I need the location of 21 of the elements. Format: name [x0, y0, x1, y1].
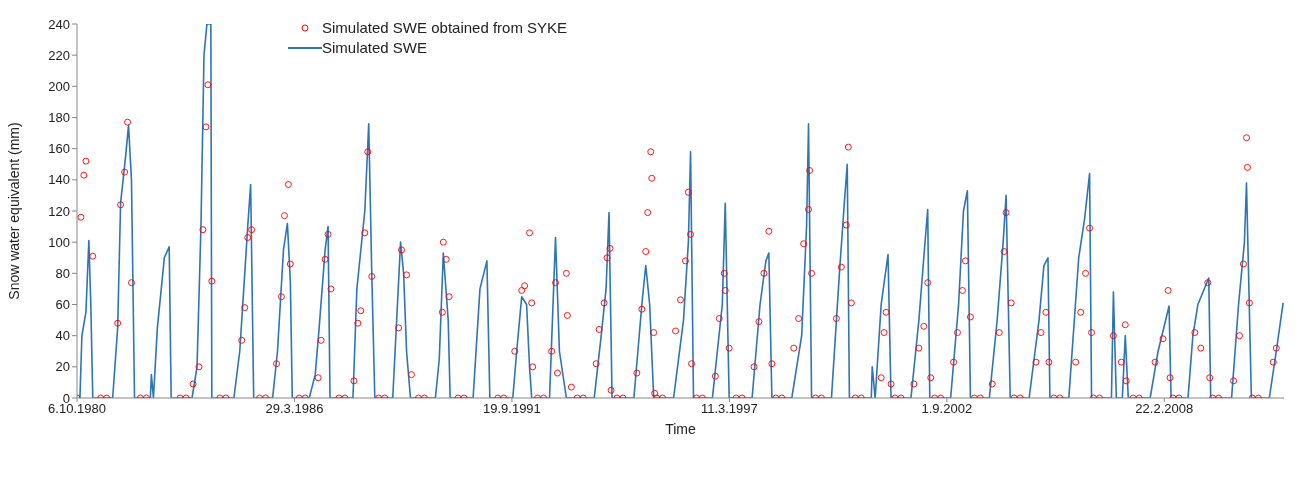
- y-tick-label: 40: [55, 328, 70, 344]
- y-tick-label: 120: [48, 203, 70, 219]
- y-tick-label: 80: [55, 265, 70, 281]
- x-tick-label: 19.9.1991: [482, 401, 541, 417]
- legend-label: Simulated SWE obtained from SYKE: [322, 18, 568, 38]
- x-tick-label: 1.9.2002: [921, 401, 973, 417]
- y-tick-label: 240: [48, 16, 70, 32]
- y-tick-label: 180: [48, 110, 70, 126]
- y-tick-label: 220: [48, 47, 70, 63]
- x-tick-label: 22.2.2008: [1135, 401, 1194, 417]
- y-tick-label: 60: [55, 297, 70, 313]
- y-tick-label: 140: [48, 172, 70, 188]
- y-tick-label: 20: [55, 359, 70, 375]
- x-tick-label: 11.3.1997: [700, 401, 758, 417]
- y-tick-label: 100: [48, 234, 70, 250]
- y-tick-label: 160: [48, 141, 70, 157]
- x-tick-label: 29.3.1986: [265, 401, 324, 417]
- y-tick-label: 200: [48, 78, 70, 94]
- x-axis-title: Time: [665, 421, 697, 437]
- y-axis-title: Snow water equivalent (mm): [5, 122, 22, 300]
- legend-label: Simulated SWE: [322, 38, 428, 58]
